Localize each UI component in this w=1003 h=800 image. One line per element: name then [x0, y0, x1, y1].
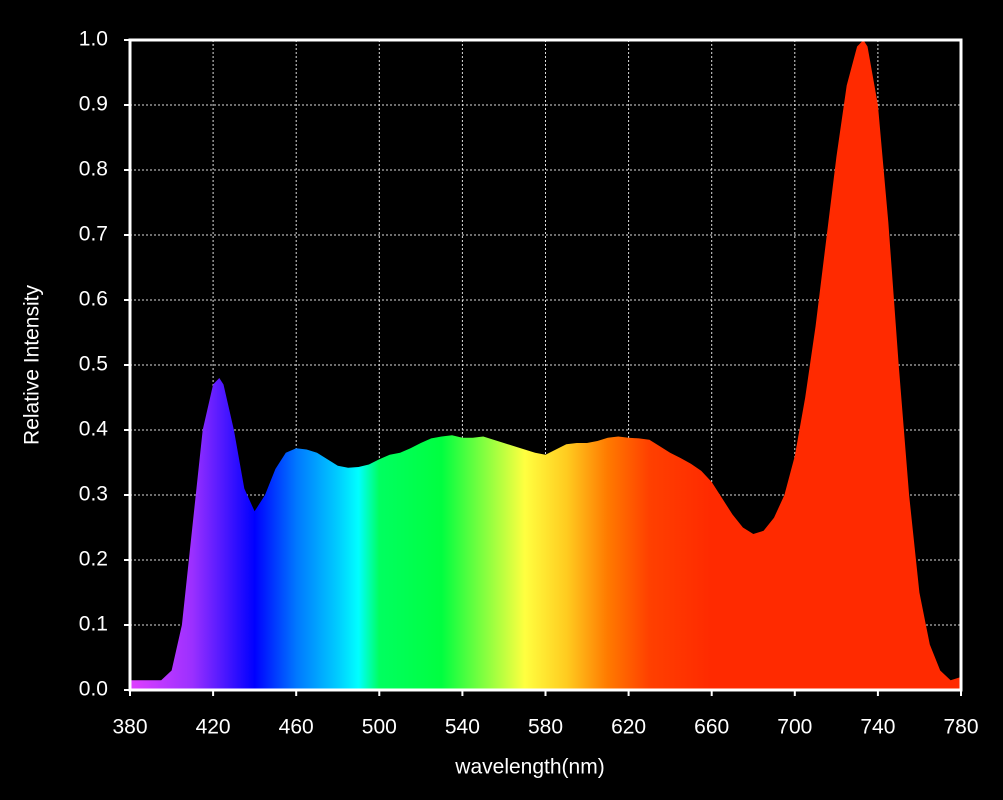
spectrum-area — [130, 40, 961, 690]
plot-frame — [128, 38, 963, 692]
y-axis-label: Relative Intensity — [21, 285, 44, 445]
x-tick-label: 660 — [694, 716, 729, 739]
x-tick-label: 380 — [112, 716, 147, 739]
y-tick-label: 0.8 — [79, 158, 108, 181]
y-tick-label: 0.3 — [79, 483, 108, 506]
x-tick-label: 540 — [445, 716, 480, 739]
x-tick-label: 500 — [362, 716, 397, 739]
y-tick-label: 0.9 — [79, 93, 108, 116]
y-tick-label: 0.0 — [79, 678, 108, 701]
x-tick-label: 780 — [943, 716, 978, 739]
y-tick-label: 0.6 — [79, 288, 108, 311]
x-tick-label: 580 — [528, 716, 563, 739]
x-tick-label: 460 — [279, 716, 314, 739]
x-tick-label: 740 — [860, 716, 895, 739]
y-tick-label: 0.4 — [79, 418, 109, 441]
y-tick-label: 0.1 — [79, 613, 108, 636]
y-tick-label: 0.5 — [79, 353, 108, 376]
x-tick-label: 420 — [196, 716, 231, 739]
x-tick-label: 700 — [777, 716, 812, 739]
y-tick-label: 0.2 — [79, 548, 108, 571]
x-axis-label: wavelength(nm) — [454, 756, 604, 779]
x-tick-label: 620 — [611, 716, 646, 739]
y-tick-label: 1.0 — [79, 28, 108, 51]
y-tick-label: 0.7 — [79, 223, 108, 246]
